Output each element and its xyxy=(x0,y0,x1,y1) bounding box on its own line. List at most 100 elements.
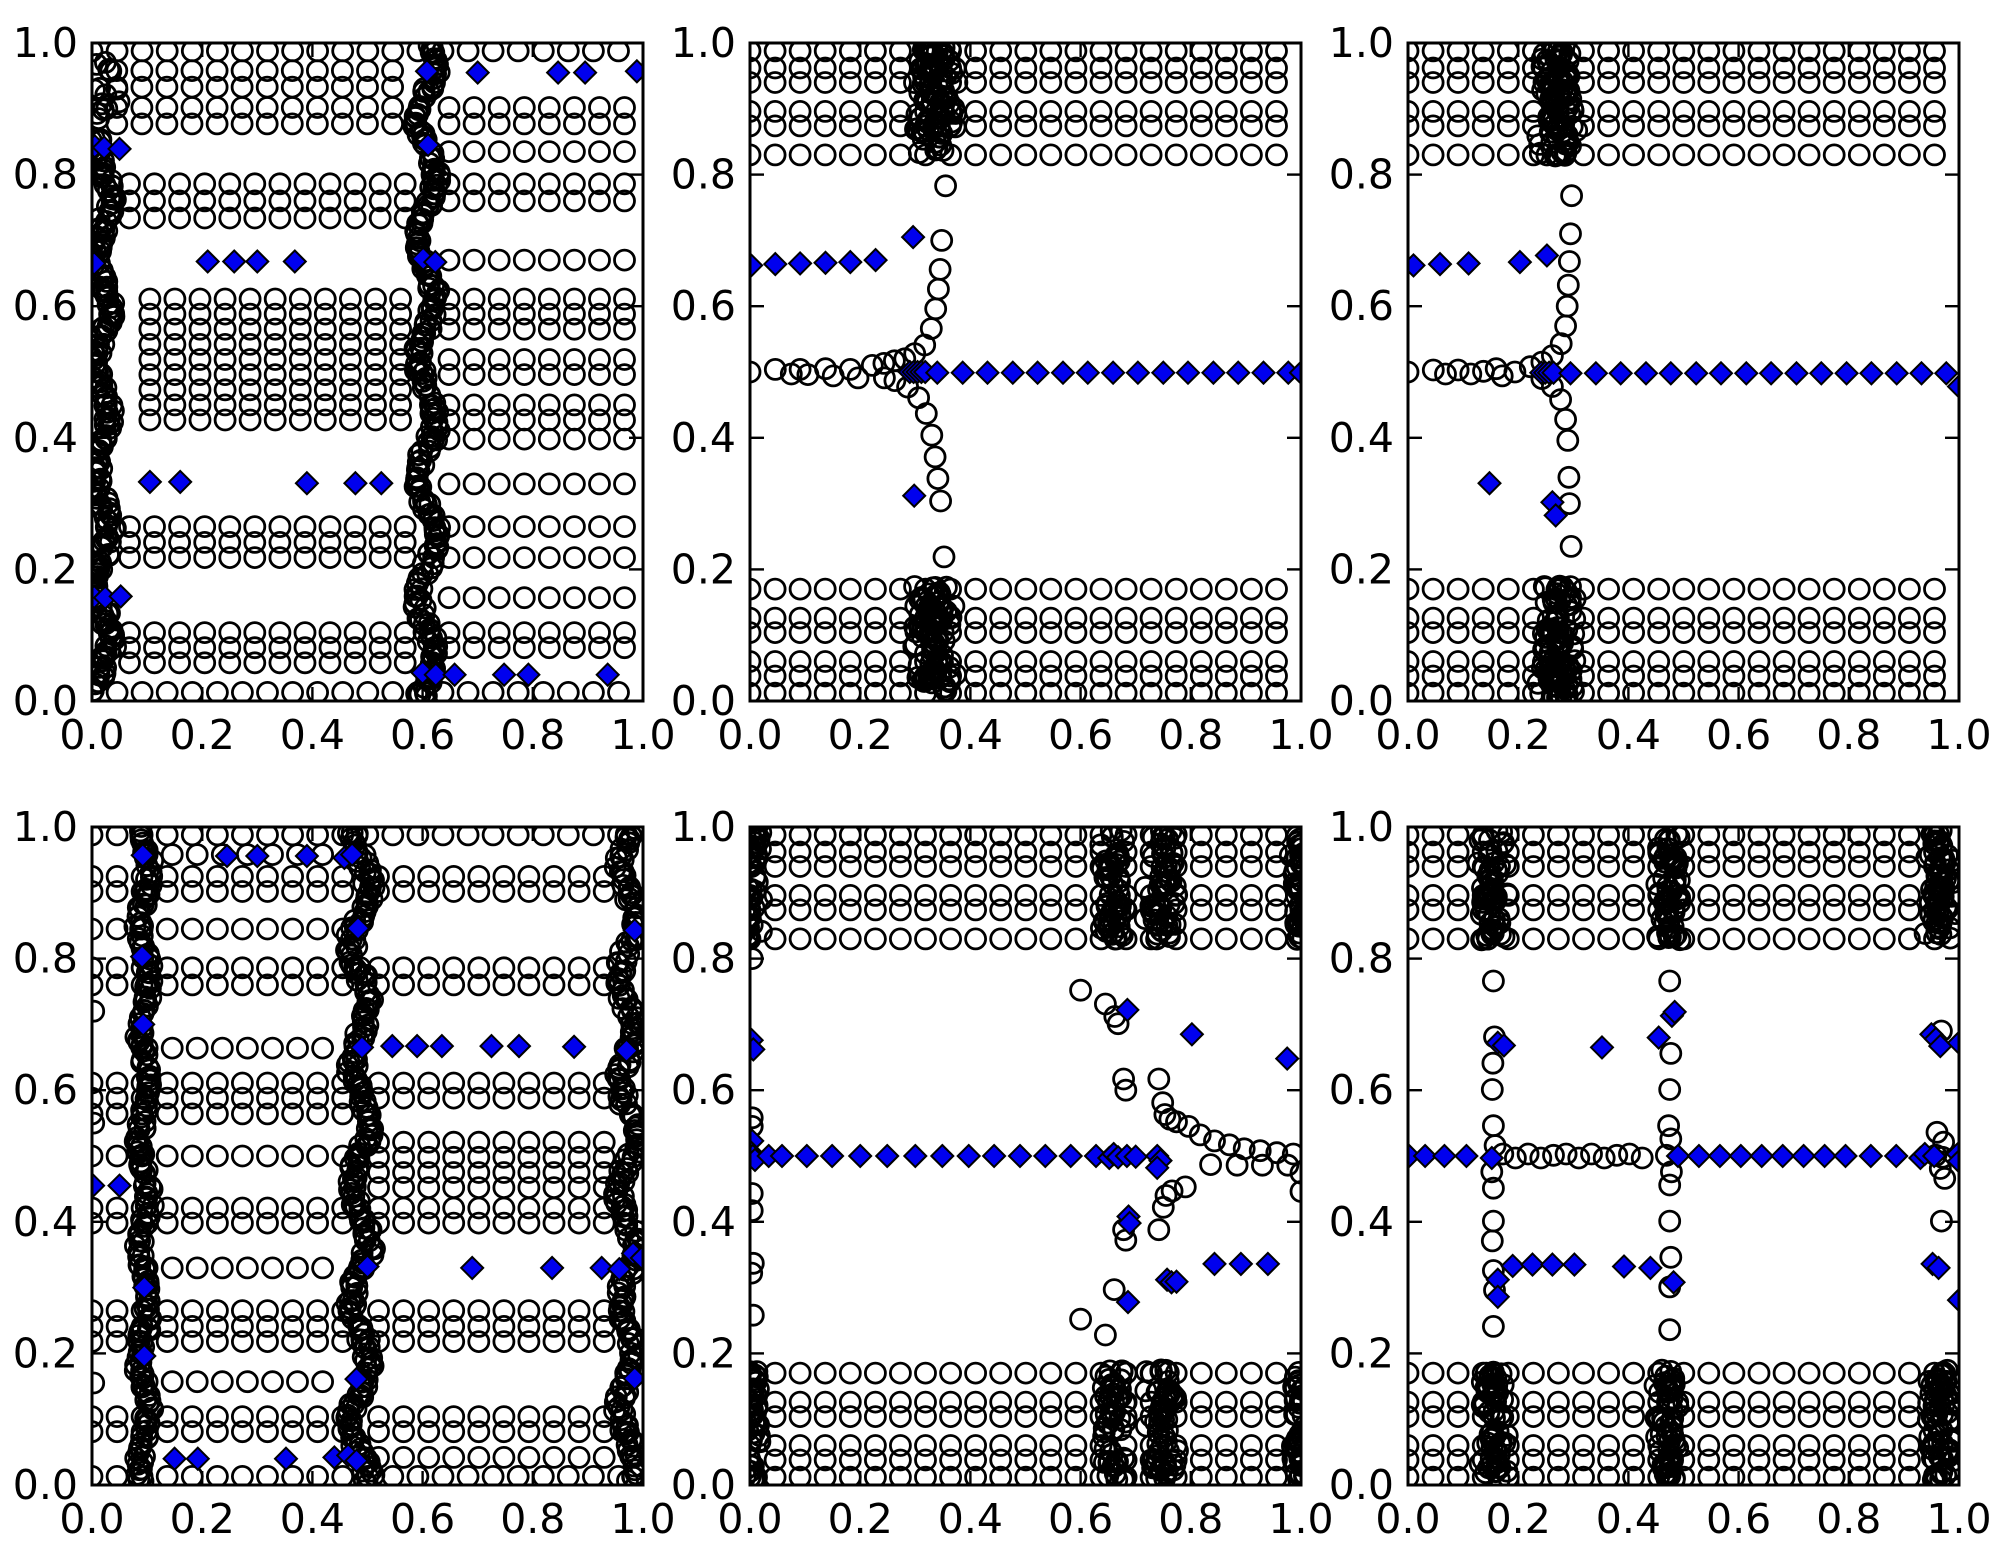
subplot-1-x-tick-label: 0.0 xyxy=(717,711,782,759)
subplot-5-y-tick-label: 1.0 xyxy=(1329,803,1394,851)
subplot-2-y-tick-label: 0.2 xyxy=(1329,545,1394,593)
subplot-3-y-tick-label: 0.6 xyxy=(13,1066,78,1114)
subplot-0-axes-frame xyxy=(90,41,645,703)
subplot-5-circle-series xyxy=(1408,827,1959,1485)
subplot-5-y-tick-label: 0.0 xyxy=(1329,1461,1394,1509)
subplot-4-axes-frame xyxy=(748,825,1303,1487)
subplot-5-y-tick-label: 0.6 xyxy=(1329,1066,1394,1114)
subplot-2-y-tick-label: 0.0 xyxy=(1329,677,1394,725)
subplot-0-x-tick-label: 1.0 xyxy=(610,711,675,759)
subplot-4-x-tick-label: 0.0 xyxy=(717,1495,782,1543)
subplot-5-x-tick-label: 0.2 xyxy=(1486,1495,1551,1543)
subplot-1-x-tick-label: 0.4 xyxy=(938,711,1003,759)
subplot-4-y-tick-label: 0.2 xyxy=(671,1329,736,1377)
subplot-2-y-tick-label: 0.8 xyxy=(1329,151,1394,199)
subplot-4-markers xyxy=(750,827,1301,1485)
subplot-2-markers xyxy=(1408,43,1959,701)
subplot-4-x-tick-label: 1.0 xyxy=(1268,1495,1333,1543)
subplot-1-axes-frame xyxy=(748,41,1303,703)
subplot-3-x-tick-label: 0.4 xyxy=(280,1495,345,1543)
subplot-4-y-tick-label: 0.0 xyxy=(671,1461,736,1509)
subplot-3-x-tick-label: 1.0 xyxy=(610,1495,675,1543)
subplot-0-y-tick-label: 0.4 xyxy=(13,414,78,462)
subplot-3-y-tick-label: 0.0 xyxy=(13,1461,78,1509)
subplot-0-y-tick-label: 0.2 xyxy=(13,545,78,593)
subplot-5-y-tick-label: 0.4 xyxy=(1329,1198,1394,1246)
subplot-4-x-tick-label: 0.8 xyxy=(1158,1495,1223,1543)
subplot-0-y-tick-label: 0.8 xyxy=(13,151,78,199)
subplot-1-y-tick-label: 1.0 xyxy=(671,19,736,67)
subplot-1-x-tick-label: 0.8 xyxy=(1158,711,1223,759)
subplot-5-axes-frame xyxy=(1406,825,1961,1487)
subplot-0-x-tick-label: 0.2 xyxy=(170,711,235,759)
subplot-2-x-tick-label: 0.0 xyxy=(1375,711,1440,759)
subplot-2-x-tick-label: 0.8 xyxy=(1816,711,1881,759)
subplot-0-circle-series xyxy=(92,43,636,701)
subplot-3-x-tick-label: 0.0 xyxy=(59,1495,124,1543)
subplot-1-ticks: 0.0 0.2 0.4 0.6 0.8 1.0 0.0 0.2 0.4 0.6 0.8 1.0 xyxy=(671,19,1334,759)
subplot-1-y-tick-label: 0.2 xyxy=(671,545,736,593)
subplot-3-y-tick-label: 0.2 xyxy=(13,1329,78,1377)
subplot-0-x-tick-label: 0.4 xyxy=(280,711,345,759)
subplot-4-diamond-series xyxy=(750,997,1300,1315)
subplot-3-markers xyxy=(92,827,643,1485)
subplot-1-diamond-series xyxy=(750,224,1301,509)
subplot-5-x-tick-label: 0.4 xyxy=(1596,1495,1661,1543)
subplot-2-y-tick-label: 1.0 xyxy=(1329,19,1394,67)
subplot-5-x-tick-label: 0.8 xyxy=(1816,1495,1881,1543)
subplot-2-y-tick-label: 0.6 xyxy=(1329,282,1394,330)
subplot-1-y-tick-label: 0.4 xyxy=(671,414,736,462)
subplot-2: 0.0 0.2 0.4 0.6 0.8 1.0 0.0 0.2 0.4 0.6 0.8 1.0 xyxy=(1329,19,1992,759)
subplot-0-x-tick-label: 0.8 xyxy=(500,711,565,759)
subplot-2-axes-frame xyxy=(1406,41,1961,703)
subplot-3-x-tick-label: 0.8 xyxy=(500,1495,565,1543)
subplot-4-x-tick-label: 0.2 xyxy=(828,1495,893,1543)
subplot-2-ticks: 0.0 0.2 0.4 0.6 0.8 1.0 0.0 0.2 0.4 0.6 0.8 1.0 xyxy=(1329,19,1992,759)
subplot-1-x-tick-label: 0.6 xyxy=(1048,711,1113,759)
subplot-0-x-tick-label: 0.6 xyxy=(390,711,455,759)
subplot-5-x-tick-label: 0.0 xyxy=(1375,1495,1440,1543)
subplot-0-x-tick-label: 0.0 xyxy=(59,711,124,759)
subplot-5-ticks: 0.0 0.2 0.4 0.6 0.8 1.0 0.0 0.2 0.4 0.6 0.8 1.0 xyxy=(1329,803,1992,1543)
subplot-5-x-tick-label: 1.0 xyxy=(1926,1495,1991,1543)
subplot-2-y-tick-label: 0.4 xyxy=(1329,414,1394,462)
subplot-3-circle-series xyxy=(92,827,643,1485)
subplot-1-y-tick-label: 0.8 xyxy=(671,151,736,199)
subplot-5-x-tick-label: 0.6 xyxy=(1706,1495,1771,1543)
subplot-1-x-tick-label: 0.2 xyxy=(828,711,893,759)
subplot-3-x-tick-label: 0.6 xyxy=(390,1495,455,1543)
subplot-4-y-tick-label: 1.0 xyxy=(671,803,736,851)
subplot-4-ticks: 0.0 0.2 0.4 0.6 0.8 1.0 0.0 0.2 0.4 0.6 0.8 1.0 xyxy=(671,803,1334,1543)
subplot-1-y-tick-label: 0.6 xyxy=(671,282,736,330)
subplot-2-x-tick-label: 0.6 xyxy=(1706,711,1771,759)
subplot-4-y-tick-label: 0.6 xyxy=(671,1066,736,1114)
subplot-0: 0.0 0.2 0.4 0.6 0.8 1.0 0.0 0.2 0.4 0.6 0.8 1.0 xyxy=(13,19,676,759)
subplot-1-y-tick-label: 0.0 xyxy=(671,677,736,725)
subplot-4-x-tick-label: 0.4 xyxy=(938,1495,1003,1543)
subplot-1: 0.0 0.2 0.4 0.6 0.8 1.0 0.0 0.2 0.4 0.6 0.8 1.0 xyxy=(671,19,1334,759)
subplot-4-y-tick-label: 0.4 xyxy=(671,1198,736,1246)
subplot-3-y-tick-label: 0.8 xyxy=(13,935,78,983)
subplot-3-x-tick-label: 0.2 xyxy=(170,1495,235,1543)
subplot-3-diamond-series xyxy=(92,842,643,1474)
subplot-5-y-tick-label: 0.2 xyxy=(1329,1329,1394,1377)
subplot-3-y-tick-label: 1.0 xyxy=(13,803,78,851)
subplot-1-x-tick-label: 1.0 xyxy=(1268,711,1333,759)
subplot-4-y-tick-label: 0.8 xyxy=(671,935,736,983)
subplot-2-x-tick-label: 1.0 xyxy=(1926,711,1991,759)
subplot-3-ticks: 0.0 0.2 0.4 0.6 0.8 1.0 0.0 0.2 0.4 0.6 0.8 1.0 xyxy=(13,803,676,1543)
subplot-5-y-tick-label: 0.8 xyxy=(1329,935,1394,983)
subplot-4: 0.0 0.2 0.4 0.6 0.8 1.0 0.0 0.2 0.4 0.6 0.8 1.0 xyxy=(671,803,1334,1543)
subplot-0-diamond-series xyxy=(92,58,643,688)
subplot-0-markers xyxy=(92,43,643,701)
subplot-0-y-tick-label: 1.0 xyxy=(13,19,78,67)
subplot-5: 0.0 0.2 0.4 0.6 0.8 1.0 0.0 0.2 0.4 0.6 0.8 1.0 xyxy=(1329,803,1992,1543)
subplot-4-x-tick-label: 0.6 xyxy=(1048,1495,1113,1543)
subplot-0-y-tick-label: 0.0 xyxy=(13,677,78,725)
subplot-1-markers xyxy=(750,43,1301,701)
subplot-2-x-tick-label: 0.4 xyxy=(1596,711,1661,759)
subplot-2-x-tick-label: 0.2 xyxy=(1486,711,1551,759)
subplot-1-circle-series xyxy=(750,43,1288,701)
